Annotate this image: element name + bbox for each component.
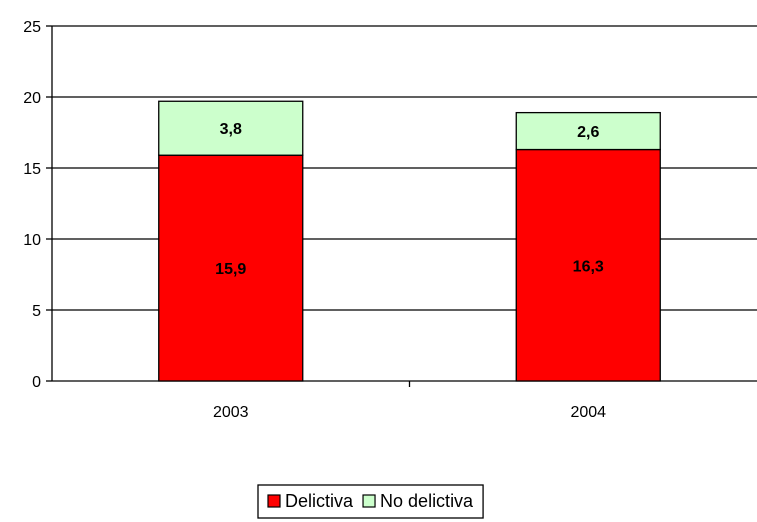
y-tick-label: 25 (23, 19, 41, 36)
y-tick-label: 10 (23, 232, 41, 249)
y-tick-label: 5 (32, 303, 41, 320)
y-tick-label: 0 (32, 374, 41, 391)
bar-segment (515, 111, 661, 151)
data-label: 2,6 (577, 124, 599, 141)
data-label: 15,9 (215, 261, 246, 278)
y-tick-label: 20 (23, 90, 41, 107)
legend-label: No delictiva (380, 491, 474, 511)
x-tick-label: 2004 (570, 404, 606, 421)
bar-segment (515, 148, 661, 382)
data-labels: 15,9 3,8 16,3 2,6 (215, 121, 604, 278)
legend-swatch (362, 494, 376, 508)
legend: Delictiva No delictiva (257, 484, 484, 519)
legend-label: Delictiva (285, 491, 354, 511)
data-label: 3,8 (220, 121, 242, 138)
legend-swatch (267, 494, 281, 508)
bar-segment (158, 100, 304, 156)
data-label: 16,3 (573, 258, 604, 275)
x-tick-label: 2003 (213, 404, 249, 421)
bar-segment (158, 154, 304, 382)
y-tick-label: 15 (23, 161, 41, 178)
bars (158, 100, 661, 382)
